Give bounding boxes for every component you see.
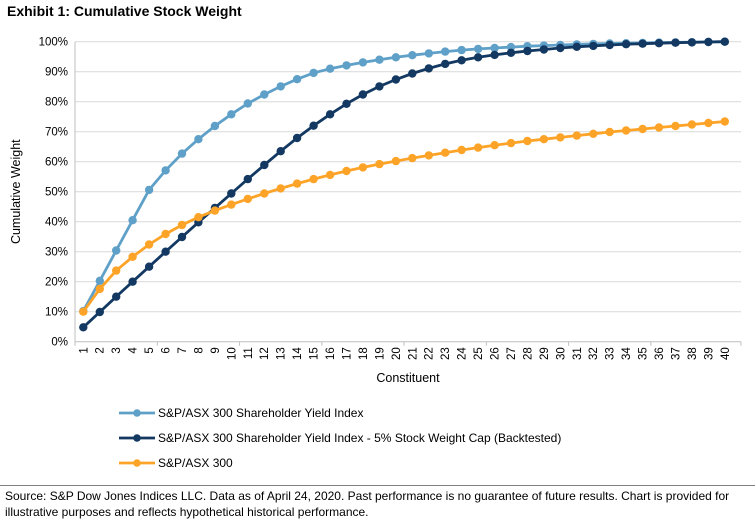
svg-text:25: 25 xyxy=(473,347,485,360)
svg-text:40%: 40% xyxy=(45,217,68,229)
svg-text:11: 11 xyxy=(243,347,255,359)
legend-item-asx300: S&P/ASX 300 xyxy=(118,456,561,470)
svg-text:37: 37 xyxy=(671,347,683,360)
legend-label: S&P/ASX 300 Shareholder Yield Index xyxy=(158,406,364,420)
legend-item-shareholder-yield: S&P/ASX 300 Shareholder Yield Index xyxy=(118,406,561,420)
svg-text:0%: 0% xyxy=(51,337,68,349)
svg-text:12: 12 xyxy=(259,347,271,360)
svg-text:39: 39 xyxy=(703,347,715,360)
legend-label: S&P/ASX 300 xyxy=(158,456,233,470)
cumulative-weight-chart: 0%10%20%30%40%50%60%70%80%90%100%1 2 3 4 5 6 7… xyxy=(9,37,742,385)
svg-text:15: 15 xyxy=(309,347,321,360)
svg-text:30: 30 xyxy=(555,347,567,360)
svg-text:20: 20 xyxy=(391,347,403,360)
svg-text:16: 16 xyxy=(325,347,337,360)
svg-text:4: 4 xyxy=(128,347,140,354)
svg-text:19: 19 xyxy=(374,347,386,360)
svg-text:21: 21 xyxy=(407,347,419,360)
svg-text:9: 9 xyxy=(210,347,222,353)
svg-text:100%: 100% xyxy=(39,37,68,49)
svg-text:28: 28 xyxy=(522,347,534,360)
legend-item-shareholder-yield-capped: S&P/ASX 300 Shareholder Yield Index - 5%… xyxy=(118,431,562,445)
svg-text:33: 33 xyxy=(605,347,617,360)
chart-title: Exhibit 1: Cumulative Stock Weight xyxy=(7,3,242,19)
svg-text:40: 40 xyxy=(720,347,732,360)
svg-text:50%: 50% xyxy=(45,187,68,199)
svg-text:14: 14 xyxy=(292,347,304,360)
footer-divider xyxy=(0,485,755,486)
svg-text:10: 10 xyxy=(226,347,238,360)
legend-label: S&P/ASX 300 Shareholder Yield Index - 5%… xyxy=(158,431,562,445)
svg-text:27: 27 xyxy=(506,347,518,360)
svg-text:6: 6 xyxy=(161,347,173,353)
legend-marker-line-icon xyxy=(119,434,155,442)
svg-text:3: 3 xyxy=(111,347,123,353)
svg-text:24: 24 xyxy=(457,347,469,360)
svg-text:36: 36 xyxy=(654,347,666,360)
svg-text:8: 8 xyxy=(193,347,205,353)
svg-text:70%: 70% xyxy=(45,127,68,139)
svg-text:17: 17 xyxy=(342,347,354,360)
svg-text:Constituent: Constituent xyxy=(376,371,440,385)
svg-text:60%: 60% xyxy=(45,157,68,169)
svg-text:22: 22 xyxy=(424,347,436,360)
svg-text:Cumulative Weight: Cumulative Weight xyxy=(9,139,23,244)
svg-text:90%: 90% xyxy=(45,67,68,79)
svg-text:30%: 30% xyxy=(45,247,68,259)
svg-text:10%: 10% xyxy=(45,307,68,319)
svg-text:29: 29 xyxy=(539,347,551,360)
svg-text:31: 31 xyxy=(572,347,584,360)
chart-legend: S&P/ASX 300 Shareholder Yield Index S&P/… xyxy=(118,406,562,482)
svg-text:35: 35 xyxy=(638,347,650,360)
legend-marker-line-icon xyxy=(119,459,155,467)
svg-text:38: 38 xyxy=(687,347,699,360)
svg-text:5: 5 xyxy=(144,347,156,353)
svg-text:1: 1 xyxy=(78,347,90,353)
source-note: Source: S&P Dow Jones Indices LLC. Data … xyxy=(5,489,730,519)
svg-text:7: 7 xyxy=(177,347,189,353)
svg-text:18: 18 xyxy=(358,347,370,360)
svg-text:23: 23 xyxy=(440,347,452,360)
svg-text:13: 13 xyxy=(276,347,288,360)
svg-text:34: 34 xyxy=(621,347,633,360)
legend-marker-line-icon xyxy=(119,409,155,417)
svg-text:26: 26 xyxy=(490,347,502,360)
svg-text:80%: 80% xyxy=(45,97,68,109)
svg-text:20%: 20% xyxy=(45,277,68,289)
svg-text:2: 2 xyxy=(95,347,107,353)
svg-text:32: 32 xyxy=(588,347,600,360)
